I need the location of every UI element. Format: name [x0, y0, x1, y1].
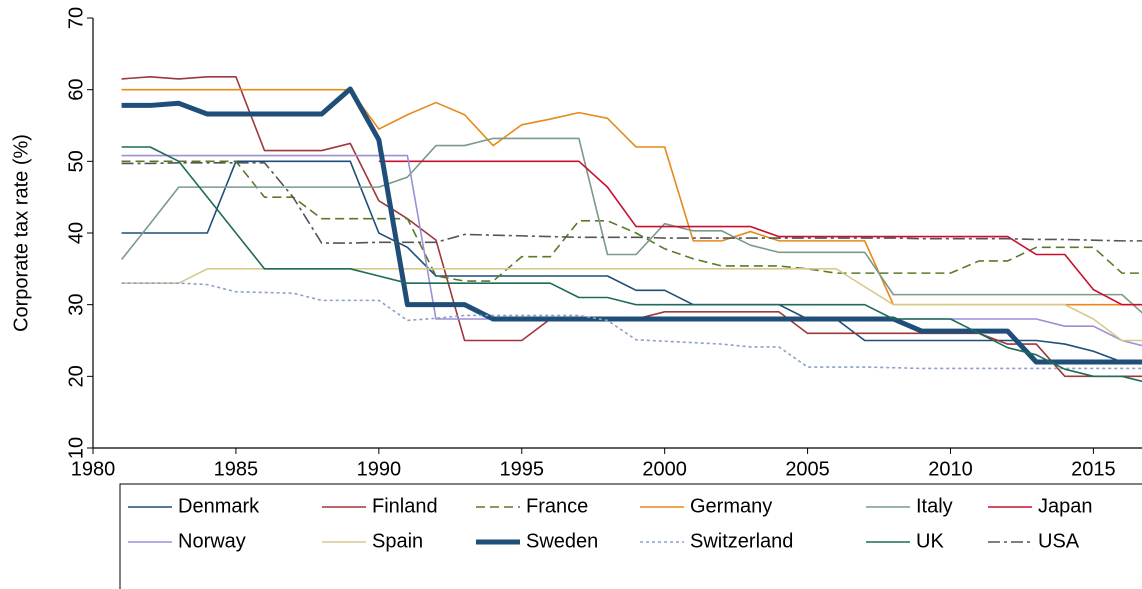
legend-label: France — [526, 495, 588, 517]
plot-area — [120, 75, 1142, 383]
legend-label: Germany — [690, 495, 772, 517]
series-line — [378, 160, 1142, 306]
series-line — [121, 282, 1142, 370]
x-tick-label: 1995 — [499, 458, 544, 480]
series-line — [121, 161, 1142, 244]
series-line — [121, 86, 1142, 365]
legend-label: Italy — [916, 495, 953, 517]
legend-label: Norway — [178, 530, 246, 552]
y-tick-label: 30 — [65, 294, 87, 316]
legend-label: UK — [916, 530, 944, 552]
x-tick-label: 2000 — [642, 458, 687, 480]
legend-box — [119, 483, 1142, 589]
x-tick-label: 2015 — [1071, 458, 1116, 480]
y-axis-label: Corporate tax rate (%) — [10, 134, 32, 332]
x-tick-label: 1980 — [71, 458, 116, 480]
x-tick-label: 2010 — [928, 458, 973, 480]
x-tick-label: 2005 — [785, 458, 830, 480]
x-tick-label: 1990 — [357, 458, 402, 480]
y-tick-label: 70 — [65, 7, 87, 29]
y-tick-label: 40 — [65, 222, 87, 244]
legend-label: Spain — [372, 530, 423, 552]
legend-label: Denmark — [178, 495, 260, 517]
series-line — [120, 137, 1142, 314]
y-tick-label: 20 — [65, 365, 87, 387]
legend-label: Switzerland — [690, 530, 793, 552]
legend-label: Sweden — [526, 530, 598, 552]
legend-label: Finland — [372, 495, 438, 517]
series-line — [121, 160, 1142, 363]
y-tick-label: 10 — [65, 437, 87, 459]
y-tick-label: 60 — [65, 79, 87, 101]
legend-label: USA — [1038, 530, 1080, 552]
legend-label: Japan — [1038, 495, 1093, 517]
series-line — [121, 146, 1142, 383]
y-tick-label: 50 — [65, 150, 87, 172]
x-tick-label: 1985 — [214, 458, 259, 480]
